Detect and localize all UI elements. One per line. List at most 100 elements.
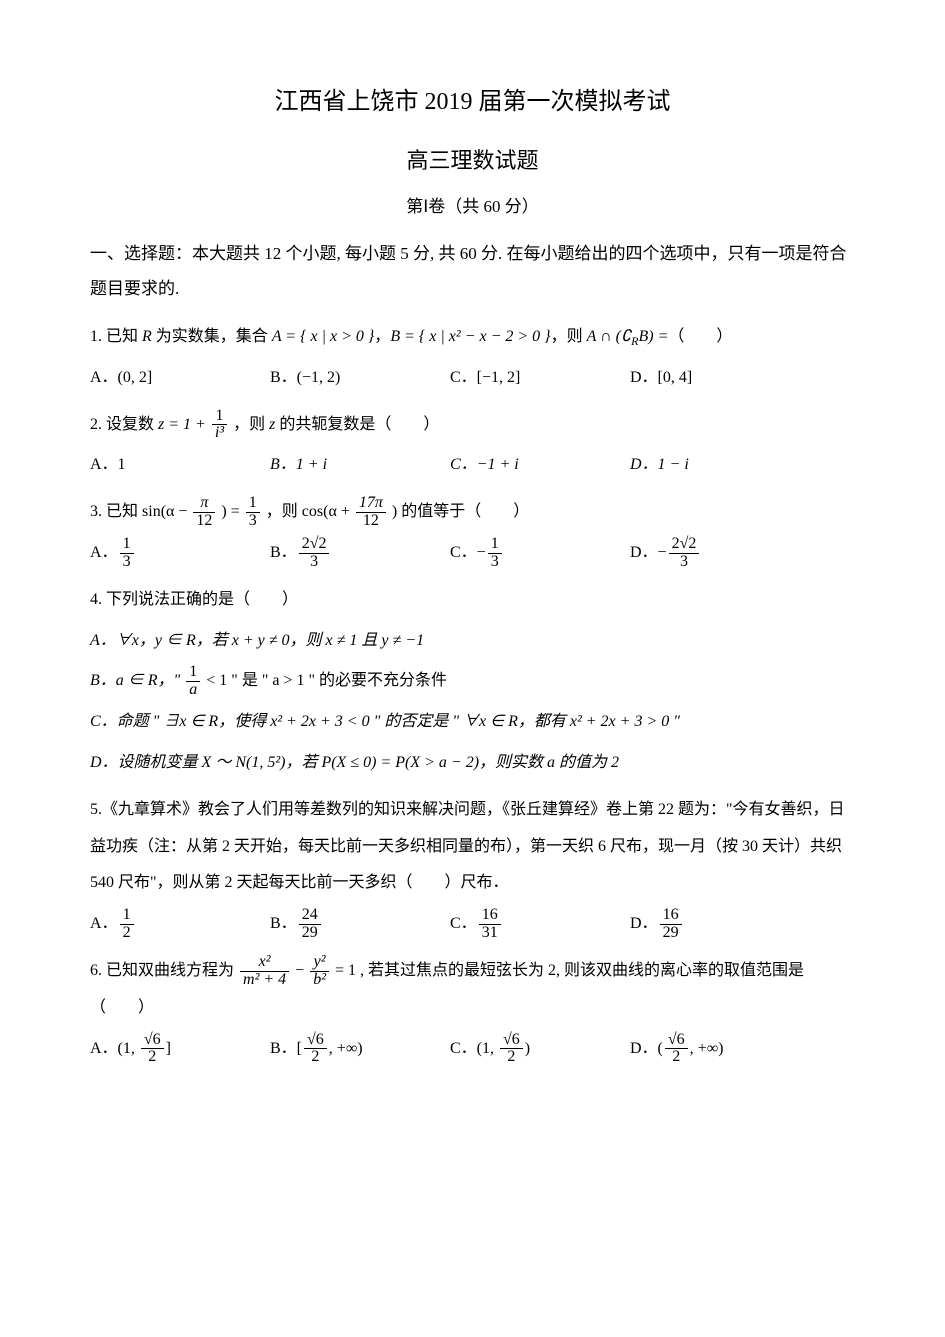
q5-D: D．1629 — [630, 906, 810, 943]
q3-close1: ) = — [221, 503, 239, 520]
q3-B-label: B． — [270, 544, 297, 561]
q2-B: B．1 + i — [270, 447, 450, 484]
q3-C: C．−13 — [450, 535, 630, 572]
q5-C-label: C． — [450, 915, 477, 932]
exam-subtitle: 高三理数试题 — [90, 140, 855, 182]
q2-C: C．−1 + i — [450, 447, 630, 484]
q3-B-frac: 2√23 — [299, 536, 330, 571]
q6-eq: = 1 — [335, 962, 356, 979]
q3-C-label: C．− — [450, 544, 486, 561]
q6-choices: A．(1, √62] B．[√62, +∞) C．(1, √62) D．(√62… — [90, 1031, 855, 1068]
q5-D-num: 16 — [660, 907, 682, 925]
q4-B-den: a — [186, 682, 200, 699]
q5-B-label: B． — [270, 915, 297, 932]
q5-C-frac: 1631 — [479, 907, 501, 942]
q6-minus: − — [295, 962, 308, 979]
q4-A: A．∀x，y ∈ R，若 x + y ≠ 0，则 x ≠ 1 且 y ≠ −1 — [90, 623, 855, 660]
q6-D-close: , +∞) — [690, 1040, 724, 1057]
q6-C-label: C．(1, — [450, 1040, 498, 1057]
q4-C: C．命题 " ∃x ∈ R，使得 x² + 2x + 3 < 0 " 的否定是 … — [90, 704, 855, 741]
q5-D-den: 29 — [660, 925, 682, 942]
q2-frac-num: 1 — [212, 408, 227, 426]
q4-B-num: 1 — [186, 664, 200, 682]
q4-B-mid: < 1 " 是 " a > 1 " 的必要不充分条件 — [202, 672, 447, 689]
q6-f2-num: y² — [310, 954, 329, 972]
q5-A-den: 2 — [120, 925, 134, 942]
section-label: 第Ⅰ卷（共 60 分） — [90, 191, 855, 223]
question-3: 3. 已知 sin(α − π12 ) = 13 ，则 cos(α + 17π1… — [90, 494, 855, 572]
q5-C-num: 16 — [479, 907, 501, 925]
q3-D-label: D．− — [630, 544, 667, 561]
q3-f1-num: π — [193, 495, 215, 513]
q6-stem: 6. 已知双曲线方程为 x²m² + 4 − y²b² = 1 , 若其过焦点的… — [90, 953, 855, 1027]
q6-B-den: 2 — [304, 1049, 327, 1066]
question-5: 5.《九章算术》教会了人们用等差数列的知识来解决问题，《张丘建算经》卷上第 22… — [90, 792, 855, 943]
q1-R: R — [142, 328, 152, 345]
q2-mid: ，则 — [233, 416, 269, 433]
q6-D-num: √6 — [665, 1032, 688, 1050]
q4-B-frac: 1a — [186, 664, 200, 699]
q1-expr2: B) = — [638, 328, 668, 345]
q3-D-den: 3 — [669, 554, 700, 571]
q6-f2-den: b² — [310, 972, 329, 989]
q3-f1-den: 12 — [193, 513, 215, 530]
q5-A-frac: 12 — [120, 907, 134, 942]
q6-prefix: 6. 已知双曲线方程为 — [90, 962, 238, 979]
q2-A: A．1 — [90, 447, 270, 484]
q3-A: A．13 — [90, 535, 270, 572]
q3-mid: ，则 — [266, 503, 302, 520]
q1-C: C．[−1, 2] — [450, 360, 630, 397]
q3-sin: sin(α − — [142, 503, 187, 520]
question-2: 2. 设复数 z = 1 + 1i³ ，则 z 的共轭复数是（ ） A．1 B．… — [90, 407, 855, 485]
q3-B-num: 2√2 — [299, 536, 330, 554]
q6-f1: x²m² + 4 — [240, 954, 289, 989]
q3-tail: 的值等于（ ） — [401, 503, 529, 520]
q2-D: D．1 − i — [630, 447, 810, 484]
q2-z: z = 1 + — [158, 416, 206, 433]
q1-choices: A．(0, 2] B．(−1, 2) C．[−1, 2] D．[0, 4] — [90, 360, 855, 397]
q6-A-den: 2 — [141, 1049, 164, 1066]
q6-D-frac: √62 — [665, 1032, 688, 1067]
q3-D-frac: 2√23 — [669, 536, 700, 571]
q3-choices: A．13 B．2√23 C．−13 D．−2√23 — [90, 535, 855, 572]
q3-D: D．−2√23 — [630, 535, 810, 572]
q1-setB: B = { x | x² − x − 2 > 0 } — [390, 328, 550, 345]
q6-C-num: √6 — [500, 1032, 523, 1050]
q6-C-frac: √62 — [500, 1032, 523, 1067]
q6-A: A．(1, √62] — [90, 1031, 270, 1068]
q6-B-label: B．[ — [270, 1040, 302, 1057]
q6-D: D．(√62, +∞) — [630, 1031, 810, 1068]
q1-A: A．(0, 2] — [90, 360, 270, 397]
q6-D-label: D．( — [630, 1040, 663, 1057]
exam-title: 江西省上饶市 2019 届第一次模拟考试 — [90, 80, 855, 126]
q6-C: C．(1, √62) — [450, 1031, 630, 1068]
q3-A-den: 3 — [120, 554, 134, 571]
q6-B: B．[√62, +∞) — [270, 1031, 450, 1068]
section-instructions: 一、选择题：本大题共 12 个小题, 每小题 5 分, 共 60 分. 在每小题… — [90, 236, 855, 307]
q1-mid2: ， — [374, 328, 390, 345]
question-4: 4. 下列说法正确的是（ ） A．∀x，y ∈ R，若 x + y ≠ 0，则 … — [90, 582, 855, 782]
q3-prefix: 3. 已知 — [90, 503, 142, 520]
q3-A-num: 1 — [120, 536, 134, 554]
q1-tail: （ ） — [668, 328, 732, 345]
q5-A-num: 1 — [120, 907, 134, 925]
q6-A-frac: √62 — [141, 1032, 164, 1067]
q6-D-den: 2 — [665, 1049, 688, 1066]
q5-stem: 5.《九章算术》教会了人们用等差数列的知识来解决问题，《张丘建算经》卷上第 22… — [90, 792, 855, 902]
q5-B-frac: 2429 — [299, 907, 321, 942]
q4-stem: 4. 下列说法正确的是（ ） — [90, 582, 855, 619]
q6-f2: y²b² — [310, 954, 329, 989]
q5-C: C．1631 — [450, 906, 630, 943]
q2-frac: 1i³ — [212, 408, 227, 443]
q3-stem: 3. 已知 sin(α − π12 ) = 13 ，则 cos(α + 17π1… — [90, 494, 855, 531]
q3-cos: cos(α + — [302, 503, 350, 520]
q2-tail: 的共轭复数是（ ） — [275, 416, 439, 433]
q3-f2-num: 1 — [246, 495, 260, 513]
q4-B-pre: B．a ∈ R，" — [90, 672, 184, 689]
q6-f1-den: m² + 4 — [240, 972, 289, 989]
q6-B-close: , +∞) — [329, 1040, 363, 1057]
q1-stem: 1. 已知 R 为实数集，集合 A = { x | x > 0 }，B = { … — [90, 319, 855, 356]
q3-f2-den: 3 — [246, 513, 260, 530]
q6-C-close: ) — [525, 1040, 530, 1057]
q3-f3-den: 12 — [356, 513, 386, 530]
